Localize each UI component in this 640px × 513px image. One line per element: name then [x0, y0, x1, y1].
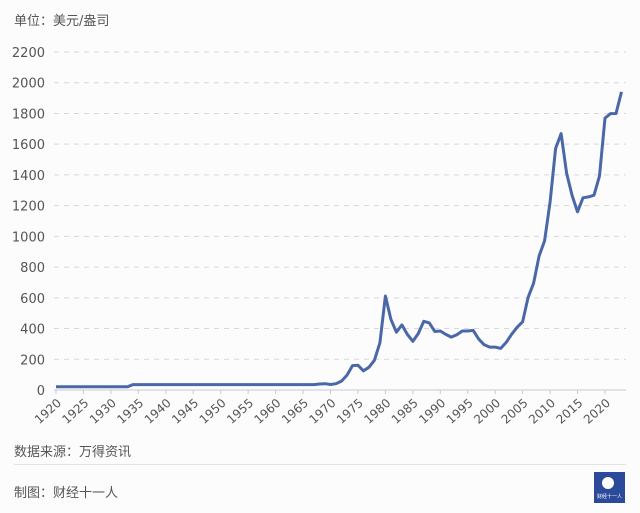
x-tick-label: 1990: [416, 396, 448, 427]
y-tick-label: 1800: [12, 107, 45, 122]
x-tick-label: 2000: [471, 396, 503, 427]
x-tick-label: 1950: [197, 396, 229, 427]
y-tick-label: 1000: [12, 230, 45, 245]
x-tick-label: 1970: [306, 396, 338, 427]
unit-label: 单位：美元/盎司: [14, 14, 110, 29]
x-tick-label: 1925: [59, 396, 91, 427]
x-tick-label: 2010: [526, 396, 558, 427]
x-tick-label: 1980: [361, 396, 393, 427]
y-tick-label: 600: [20, 292, 45, 307]
x-tick-label: 1955: [224, 396, 256, 427]
divider: [14, 464, 626, 465]
x-tick-label: 1995: [444, 396, 476, 427]
chart-credit: 制图：财经十一人: [14, 486, 119, 501]
x-tick-label: 1965: [279, 396, 311, 427]
data-source: 数据来源：万得资讯: [14, 445, 132, 460]
y-tick-label: 2000: [12, 77, 45, 92]
x-tick-label: 2020: [581, 396, 613, 427]
brand-logo: 财经十一人: [594, 472, 625, 503]
x-tick-label: 2015: [553, 396, 585, 427]
y-tick-label: 0: [37, 384, 45, 399]
y-tick-label: 1200: [12, 200, 45, 215]
line-chart: 0 200 400 600 800 1000 1200 1400 1600 1800 2000 220…: [12, 46, 626, 427]
y-tick-label: 200: [20, 353, 45, 368]
x-tick-label: 1960: [252, 396, 284, 427]
x-tick-label: 1935: [114, 396, 146, 427]
x-tick-label: 1975: [334, 396, 366, 427]
y-tick-label: 1600: [12, 138, 45, 153]
y-tick-label: 800: [20, 261, 45, 276]
x-tick-label: 1930: [87, 396, 119, 427]
x-tick-label: 1945: [169, 396, 201, 427]
x-tick-label: 2005: [499, 396, 531, 427]
x-tick-label: 1985: [389, 396, 421, 427]
y-tick-label: 1400: [12, 169, 45, 184]
x-tick-label: 1940: [142, 396, 174, 427]
logo-text: 财经十一人: [596, 494, 622, 500]
y-tick-label: 2200: [12, 46, 45, 61]
price-line: [56, 91, 623, 389]
x-tick-label: 1920: [32, 396, 64, 427]
y-tick-label: 400: [20, 323, 45, 338]
